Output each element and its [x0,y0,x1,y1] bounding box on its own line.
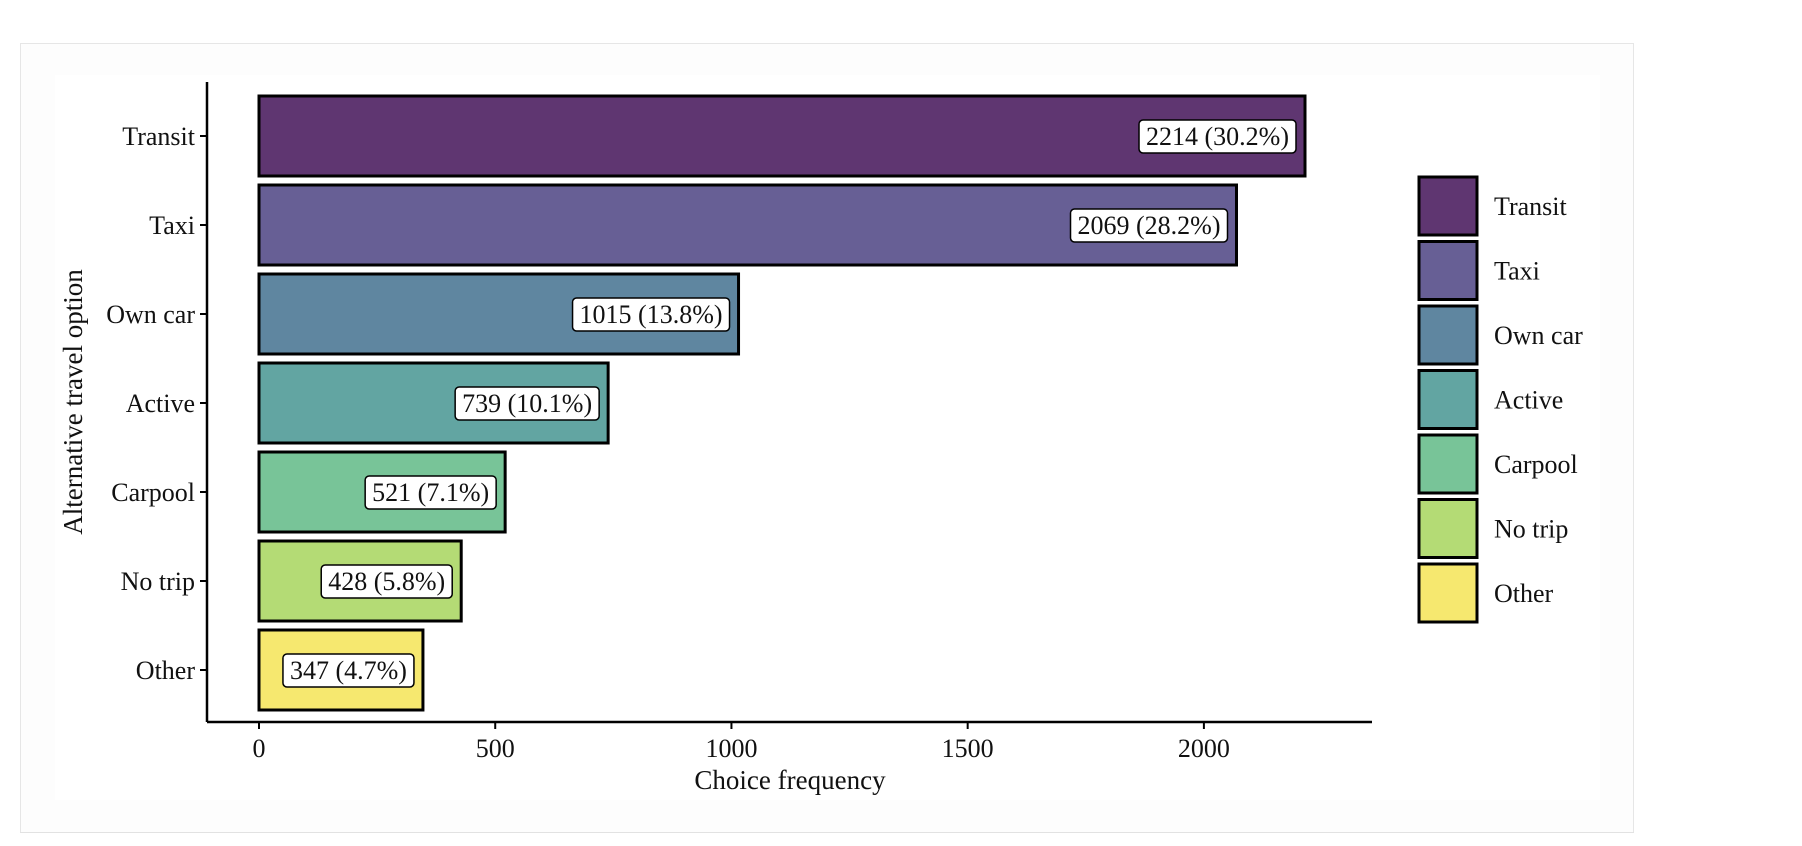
y-tick-label: Transit [122,122,196,151]
legend-label-active: Active [1494,386,1563,415]
data-label-box [364,475,497,510]
x-tick-label: 1000 [705,734,757,763]
legend-swatch-carpool [1417,433,1479,495]
y-tick-label: No trip [121,567,195,596]
data-label-active: 739 (10.1%) [462,389,592,418]
data-label-box [1069,208,1229,243]
data-label-transit: 2214 (30.2%) [1146,122,1289,151]
legend-label-other: Other [1494,579,1554,608]
card-divider [20,832,1634,833]
legend-swatch-other [1417,562,1479,624]
legend-swatch-no-trip [1417,498,1479,559]
y-tick-label: Carpool [111,478,195,507]
legend-swatch-transit [1417,175,1479,237]
legend-swatch-own-car [1417,304,1479,366]
legend-label-no-trip: No trip [1494,515,1568,544]
data-label-carpool: 521 (7.1%) [372,478,489,507]
y-tick-label: Active [126,389,195,418]
bars-group [257,94,1307,712]
legend-swatch-taxi [1417,240,1479,301]
legend-label-own-car: Own car [1494,321,1583,350]
data-label-box [282,653,415,688]
legend-label-taxi: Taxi [1494,257,1540,286]
x-tick-label: 1500 [942,734,994,763]
data-labels-group: 2214 (30.2%) 2069 (28.2%) 1015 (13.8%) 739 … [282,119,1297,688]
y-axis-title: Alternative travel option [58,269,88,535]
data-label-box [571,297,731,332]
x-tick-label: 500 [476,734,515,763]
data-label-other: 347 (4.7%) [290,656,407,685]
x-tick-label: 0 [253,734,266,763]
x-axis-title: Choice frequency [694,765,886,795]
y-tick-label: Taxi [149,211,195,240]
legend-swatch-active [1417,369,1479,430]
y-tick-label: Own car [106,300,195,329]
data-label-box [320,564,453,599]
x-tick-label: 2000 [1178,734,1230,763]
legend: Transit Taxi Own car Active Carpool No trip Ot… [1417,175,1583,624]
data-label-taxi: 2069 (28.2%) [1078,211,1221,240]
bar-transit [257,94,1307,178]
legend-label-carpool: Carpool [1494,450,1578,479]
axes-group: Transit Taxi Own car Active Carpool No trip Ot… [106,82,1372,763]
data-label-box [1138,119,1297,154]
data-label-no-trip: 428 (5.8%) [328,567,445,596]
legend-label-transit: Transit [1494,192,1568,221]
y-tick-label: Other [136,656,196,685]
data-label-box [454,386,600,421]
data-label-own-car: 1015 (13.8%) [580,300,723,329]
